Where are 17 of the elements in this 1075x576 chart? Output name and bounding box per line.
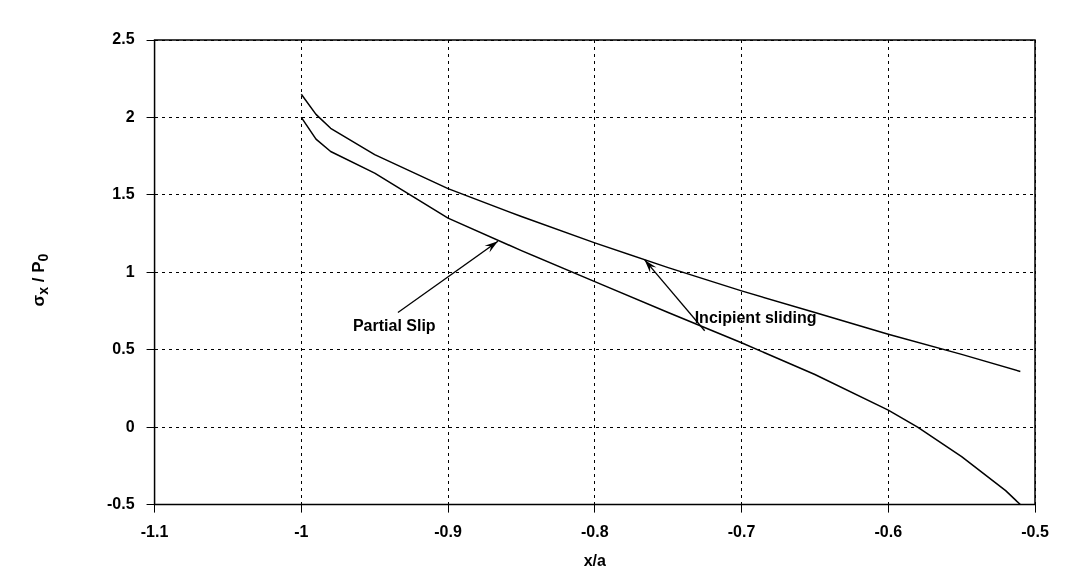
annotation: Partial Slip [352,316,436,334]
x-tick-label: -0.8 [581,522,609,540]
y-tick-label: 1.5 [112,185,135,203]
y-tick-label: 0 [125,417,135,435]
x-tick-label: -0.9 [434,522,462,540]
y-tick-label: 0.5 [112,340,135,358]
x-axis-title: x/a [583,551,606,569]
y-tick-label: 2 [125,107,135,125]
x-tick-label: -1 [294,522,309,540]
x-tick-label: -0.6 [874,522,903,540]
annotation: Incipient sliding [694,309,817,327]
x-tick-label: -0.7 [727,522,756,540]
x-tick-label: -0.5 [1021,522,1049,540]
y-tick-label: 2.5 [112,30,135,48]
y-tick-label: 1 [125,262,135,280]
x-tick-label: -1.1 [140,522,169,540]
y-tick-label: -0.5 [106,495,135,513]
